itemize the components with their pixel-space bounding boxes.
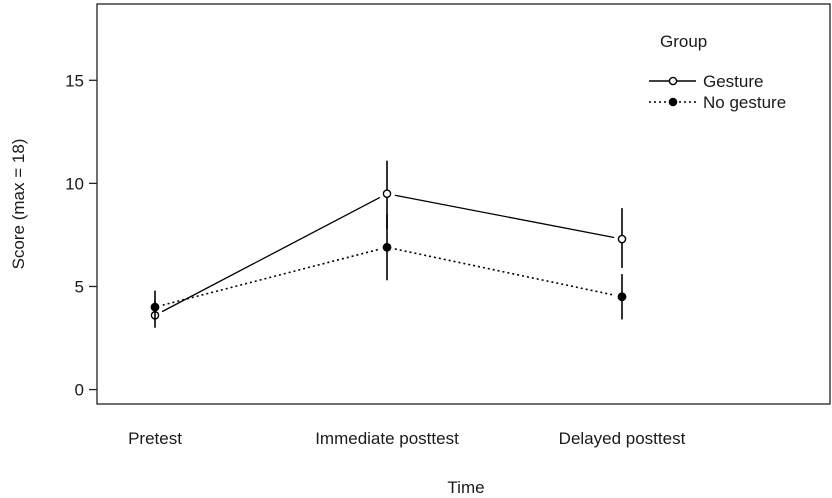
y-tick-label: 15 <box>65 71 84 90</box>
y-tick-label: 5 <box>75 277 84 296</box>
legend-marker-no-gesture <box>668 97 678 107</box>
y-tick-label: 0 <box>75 381 84 400</box>
x-tick-label: Immediate posttest <box>315 429 459 448</box>
legend-label-no-gesture: No gesture <box>703 93 786 112</box>
data-point <box>382 242 392 252</box>
legend-marker-gesture <box>668 76 678 86</box>
y-axis-title: Score (max = 18) <box>9 139 28 270</box>
legend-label-gesture: Gesture <box>703 72 763 91</box>
data-point <box>150 302 160 312</box>
data-point <box>382 189 392 198</box>
legend: Group Gesture No gesture <box>649 32 786 112</box>
x-tick-label: Delayed posttest <box>559 429 686 448</box>
series-line-segment <box>162 248 380 306</box>
data-point <box>617 292 627 302</box>
series-line-segment <box>394 194 615 239</box>
legend-title: Group <box>660 32 707 51</box>
series-line-segment <box>161 196 381 313</box>
y-tick-label: 10 <box>65 174 84 193</box>
y-axis: 0 5 10 15 <box>65 71 97 400</box>
series-line-segment <box>394 248 615 296</box>
plot-frame <box>96 3 831 405</box>
x-tick-label: Pretest <box>128 429 182 448</box>
x-axis-title: Time <box>447 478 484 497</box>
data-point <box>617 234 627 244</box>
x-axis: Pretest Immediate posttest Delayed posttes… <box>128 429 686 448</box>
series-layer <box>150 160 627 328</box>
